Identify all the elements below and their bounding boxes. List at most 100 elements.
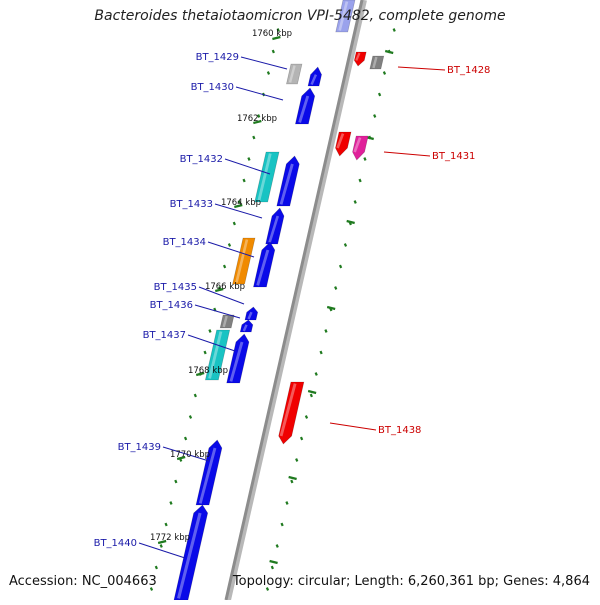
gene-feature-bt1428[interactable] xyxy=(369,55,385,70)
gene-feature-bt1435-shade xyxy=(247,311,253,320)
scale-label: 1760 kbp xyxy=(252,29,292,39)
gene-label[interactable]: BT_1435 xyxy=(154,282,197,293)
gene-label[interactable]: BT_1431 xyxy=(432,151,475,162)
gene-feature-bt1438-shade xyxy=(279,383,297,437)
tick-outer-left xyxy=(222,264,227,269)
tick-right xyxy=(343,243,348,247)
scale-labels: 1760 kbp 1762 kbp 1764 kbp 1766 kbp 1768 kbp… xyxy=(150,29,292,543)
scale-label: 1770 kbp xyxy=(170,450,210,460)
gene-feature-bt1428a-shade xyxy=(355,52,361,61)
gene-label[interactable]: BT_1433 xyxy=(170,199,213,210)
tick-outer-left xyxy=(247,157,251,161)
tick-right xyxy=(392,28,396,32)
gene-label[interactable]: BT_1429 xyxy=(196,52,239,63)
gene-label[interactable]: BT_1428 xyxy=(447,65,490,76)
gene-feature-bt1436a-shade xyxy=(222,315,228,328)
gene-feature-top[interactable] xyxy=(335,0,356,33)
gene-feature-bt1429[interactable] xyxy=(286,63,303,85)
scale-label: 1772 kbp xyxy=(150,533,190,543)
gene-feature-bt1431[interactable] xyxy=(352,135,369,161)
gene-feature-bt1437a-shade xyxy=(208,331,223,379)
backbone-core xyxy=(224,0,364,601)
tick-right xyxy=(280,522,284,527)
tick-outer-left xyxy=(242,178,246,183)
tick-outer-left xyxy=(271,49,275,54)
major-tick xyxy=(195,371,205,377)
tick-right xyxy=(353,200,357,204)
gene-label[interactable]: BT_1439 xyxy=(118,442,161,453)
gene-label[interactable]: BT_1430 xyxy=(191,82,234,93)
gene-feature-top-shade xyxy=(338,1,349,31)
tick-outer-left xyxy=(193,393,197,398)
tick-outer-left xyxy=(183,436,188,441)
topology-text: Topology: circular; Length: 6,260,361 bp… xyxy=(232,574,590,589)
scale-label: 1762 kbp xyxy=(237,114,277,124)
major-tick xyxy=(288,475,297,481)
gene-feature-bt1436-shade xyxy=(242,324,248,332)
gene-label[interactable]: BT_1434 xyxy=(163,237,206,248)
gene-feature-bt1430[interactable] xyxy=(295,87,316,125)
gene-feature-bt1428a[interactable] xyxy=(353,51,367,67)
accession-text: Accession: NC_004663 xyxy=(9,574,157,589)
callout-line xyxy=(198,286,245,305)
tick-outer-left xyxy=(203,350,207,355)
gene-feature-bt1433-shade xyxy=(268,215,280,243)
gene-feature-bt1437a[interactable] xyxy=(204,329,231,381)
gene-label[interactable]: BT_1440 xyxy=(94,538,137,549)
callout-line xyxy=(194,304,241,319)
tick-right xyxy=(319,350,323,355)
tick-right xyxy=(299,436,304,441)
major-tick xyxy=(384,49,394,55)
gene-feature-bt1438[interactable] xyxy=(278,381,305,445)
gene-label[interactable]: BT_1436 xyxy=(150,300,193,311)
gene-label[interactable]: BT_1432 xyxy=(180,154,223,165)
tick-outer-left xyxy=(188,415,193,419)
callout-line xyxy=(138,542,186,559)
major-tick xyxy=(157,539,167,545)
map-title: Bacteroides thetaiotaomicron VPI-5482, c… xyxy=(94,8,506,24)
tick-right xyxy=(290,479,294,484)
gene-feature-bt1437[interactable] xyxy=(226,333,250,384)
callout-line xyxy=(329,422,377,431)
gene-label[interactable]: BT_1438 xyxy=(378,425,421,436)
gene-label[interactable]: BT_1437 xyxy=(143,330,186,341)
gene-feature-bt1432a[interactable] xyxy=(254,151,280,203)
tick-right xyxy=(324,329,328,333)
major-tick xyxy=(253,119,262,125)
gene-feature-bt1431a[interactable] xyxy=(335,131,352,157)
tick-right xyxy=(285,501,289,505)
gene-feature-bt1436[interactable] xyxy=(239,319,254,333)
callout-line xyxy=(207,241,255,258)
gene-feature-bt1432a-shade xyxy=(257,153,272,201)
gene-feature-bt1434-shade xyxy=(256,249,270,286)
tick-outer-left xyxy=(232,221,236,226)
callout-line xyxy=(397,66,446,71)
backbone-line xyxy=(225,0,367,601)
gene-features xyxy=(173,0,385,601)
gene-feature-bt1433[interactable] xyxy=(265,207,285,245)
callout-line xyxy=(235,86,284,101)
tick-right xyxy=(363,157,367,161)
gene-feature-bt1432-shade xyxy=(279,163,294,205)
major-tick xyxy=(176,455,186,461)
major-tick xyxy=(234,203,243,209)
tick-outer-left xyxy=(154,565,158,570)
gene-feature-bt1428-shade xyxy=(372,56,378,69)
gene-feature-bt1430-shade xyxy=(298,95,310,123)
tick-right xyxy=(377,92,382,97)
gene-feature-bt1434[interactable] xyxy=(253,241,276,288)
gene-feature-bt1429b-shade xyxy=(310,74,317,85)
major-tick xyxy=(326,305,336,311)
gene-feature-bt1439-shade xyxy=(198,447,217,504)
tick-outer-left xyxy=(169,501,173,505)
backbone xyxy=(224,0,367,601)
gene-feature-bt1429b[interactable] xyxy=(307,66,322,87)
major-tick xyxy=(269,559,278,565)
gene-feature-bt1434a[interactable] xyxy=(232,237,256,285)
gene-feature-bt1435[interactable] xyxy=(244,306,259,321)
scale-label: 1764 kbp xyxy=(221,198,261,208)
gene-feature-bt1432[interactable] xyxy=(276,155,300,207)
callout-line xyxy=(187,334,236,352)
